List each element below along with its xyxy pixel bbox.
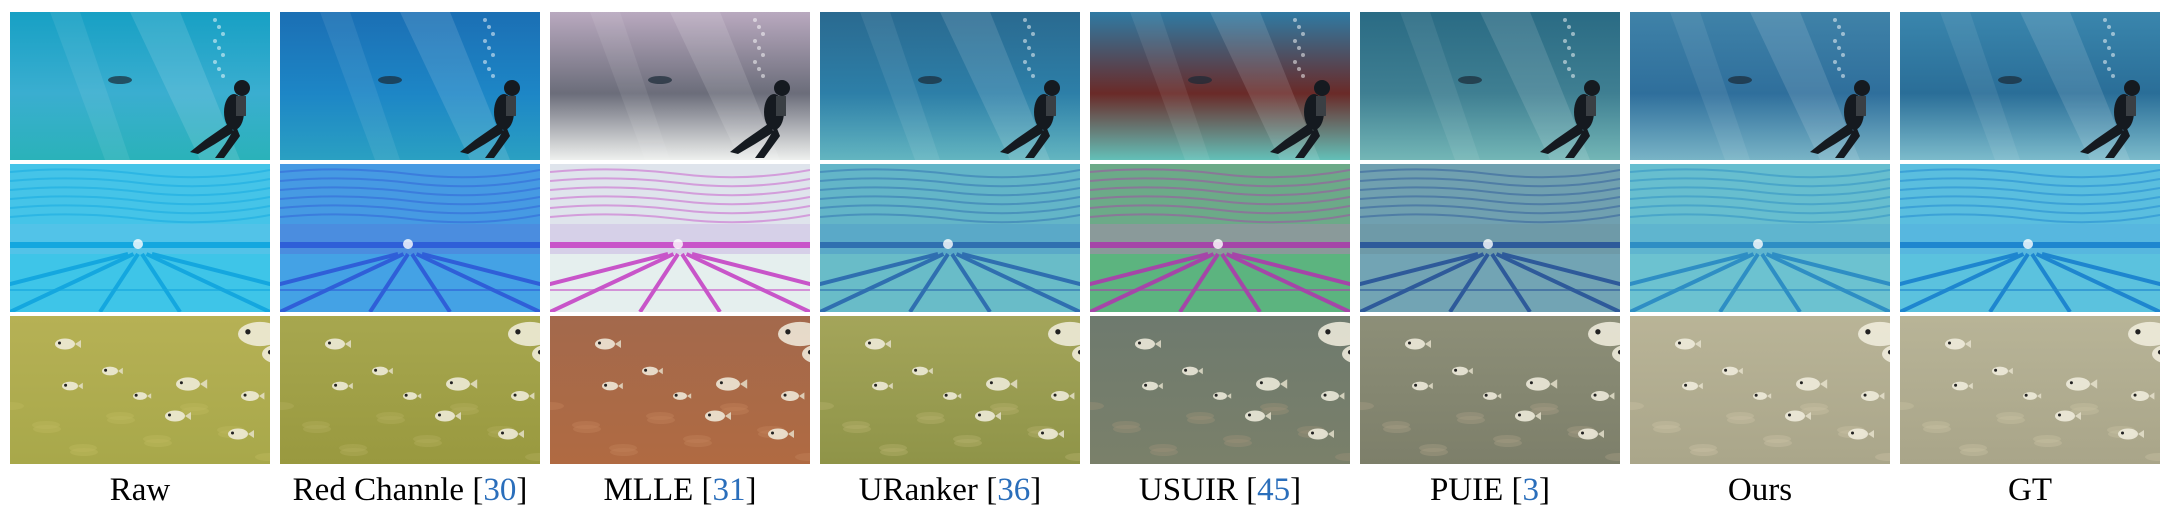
scene-fish-image — [10, 316, 270, 464]
method-name: Raw — [109, 472, 171, 508]
scene-fish-image — [1900, 316, 2160, 464]
scene-pool-image — [1630, 164, 1890, 312]
method-name: Ours — [1727, 472, 1793, 508]
image-pool-4 — [1090, 164, 1350, 312]
column-label: PUIE [3] — [1429, 472, 1551, 508]
scene-fish-image — [1360, 316, 1620, 464]
citation-link[interactable]: 31 — [712, 472, 746, 508]
scene-fish-image — [280, 316, 540, 464]
scene-diver-image — [1900, 12, 2160, 160]
image-diver-7 — [1900, 12, 2160, 160]
scene-fish-image — [1090, 316, 1350, 464]
image-diver-5 — [1360, 12, 1620, 160]
method-name: URanker — [858, 472, 978, 508]
image-pool-0 — [10, 164, 270, 312]
image-pool-1 — [280, 164, 540, 312]
column-label: MLLE [31] — [603, 472, 757, 508]
image-diver-3 — [820, 12, 1080, 160]
scene-diver-image — [280, 12, 540, 160]
image-fish-7 — [1900, 316, 2160, 464]
scene-pool-image — [550, 164, 810, 312]
method-name: USUIR — [1138, 472, 1238, 508]
citation-link[interactable]: 36 — [997, 472, 1031, 508]
scene-pool-image — [1090, 164, 1350, 312]
scene-diver-image — [1630, 12, 1890, 160]
image-fish-6 — [1630, 316, 1890, 464]
scene-diver-image — [820, 12, 1080, 160]
image-diver-2 — [550, 12, 810, 160]
scene-fish-image — [820, 316, 1080, 464]
scene-fish-image — [1630, 316, 1890, 464]
image-pool-7 — [1900, 164, 2160, 312]
scene-pool-image — [1900, 164, 2160, 312]
image-diver-0 — [10, 12, 270, 160]
image-pool-5 — [1360, 164, 1620, 312]
scene-diver-image — [550, 12, 810, 160]
scene-diver-image — [1360, 12, 1620, 160]
image-fish-0 — [10, 316, 270, 464]
column-label: Red Channle [30] — [292, 472, 528, 508]
scene-pool-image — [1360, 164, 1620, 312]
column-labels: Raw Red Channle [30] MLLE [31] URanker [36]… — [10, 470, 2160, 510]
scene-pool-image — [820, 164, 1080, 312]
image-grid — [10, 12, 2160, 464]
scene-diver-image — [1090, 12, 1350, 160]
method-name: Red Channle — [292, 472, 465, 508]
scene-fish-image — [550, 316, 810, 464]
column-label: URanker [36] — [858, 472, 1042, 508]
scene-diver-image — [10, 12, 270, 160]
image-diver-1 — [280, 12, 540, 160]
image-fish-5 — [1360, 316, 1620, 464]
scene-pool-image — [10, 164, 270, 312]
image-pool-2 — [550, 164, 810, 312]
method-name: PUIE — [1429, 472, 1504, 508]
column-label: GT — [1900, 470, 2160, 510]
citation-link[interactable]: 45 — [1257, 472, 1291, 508]
column-label: Ours — [1630, 470, 1890, 510]
image-fish-4 — [1090, 316, 1350, 464]
image-pool-6 — [1630, 164, 1890, 312]
column-label: USUIR [45] — [1138, 472, 1302, 508]
citation-link[interactable]: 3 — [1522, 472, 1540, 508]
image-fish-2 — [550, 316, 810, 464]
image-pool-3 — [820, 164, 1080, 312]
image-diver-4 — [1090, 12, 1350, 160]
method-name: MLLE — [603, 472, 694, 508]
method-name: GT — [2008, 472, 2052, 508]
column-label: Raw — [10, 470, 270, 510]
citation-link[interactable]: 30 — [483, 472, 517, 508]
image-fish-1 — [280, 316, 540, 464]
image-fish-3 — [820, 316, 1080, 464]
image-diver-6 — [1630, 12, 1890, 160]
scene-pool-image — [280, 164, 540, 312]
